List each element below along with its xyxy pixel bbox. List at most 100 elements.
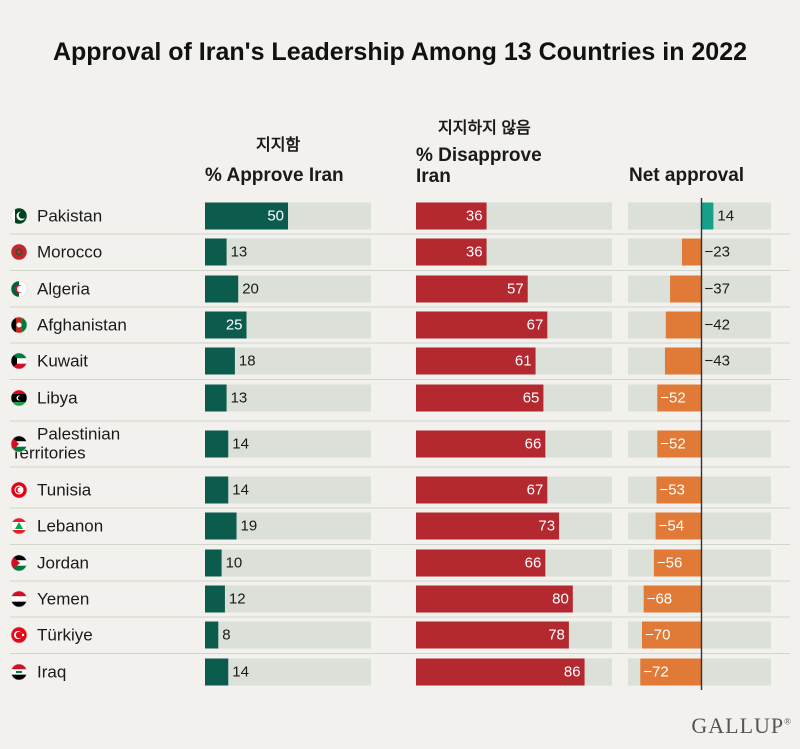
row-tunisia: Tunisia 14 67 −53 (37, 476, 771, 504)
net-bar (657, 430, 702, 458)
flag-libya-icon (10, 389, 28, 407)
country-label: Kuwait (37, 352, 88, 371)
approve-bar (205, 658, 229, 686)
net-header: Net approval (629, 165, 745, 186)
flag-palestine-icon (10, 435, 28, 453)
disapprove-bar (416, 549, 546, 577)
disapprove-bar (416, 430, 546, 458)
disapprove-label: 73 (538, 518, 555, 535)
net-track (628, 202, 771, 230)
disapprove-label: 66 (525, 436, 542, 453)
net-bar (665, 311, 702, 339)
net-bar (653, 549, 702, 577)
country-label: Iraq (37, 663, 66, 682)
disapprove-label: 66 (525, 555, 542, 572)
net-label: −23 (705, 244, 730, 261)
approve-label: 14 (232, 436, 249, 453)
country-label: Morocco (37, 243, 102, 262)
net-label: −42 (705, 317, 730, 334)
approve-bar (205, 311, 247, 339)
disapprove-bar (416, 275, 528, 303)
disapprove-bar (416, 512, 560, 540)
net-bar (643, 585, 702, 613)
net-label: −72 (643, 664, 668, 681)
disapprove-bar (416, 202, 487, 230)
net-label: −70 (645, 627, 670, 644)
flag-algeria-icon (10, 280, 28, 298)
approve-bar (205, 202, 288, 230)
chart-title: Approval of Iran's Leadership Among 13 C… (52, 38, 748, 66)
disapprove-label: 78 (548, 627, 565, 644)
disapprove-label: 86 (564, 664, 581, 681)
approve-track (205, 658, 371, 686)
approve-bar (205, 430, 229, 458)
disapprove-bar (416, 621, 569, 649)
flag-pakistan-icon (10, 207, 28, 225)
approve-label: 18 (239, 353, 256, 370)
approve-track (205, 238, 371, 266)
net-label: −56 (657, 555, 682, 572)
disapprove-bar (416, 585, 573, 613)
net-bar (670, 275, 702, 303)
approve-label: 13 (231, 390, 248, 407)
approve-bar (205, 585, 225, 613)
net-label: −52 (660, 436, 685, 453)
country-label: Pakistan (37, 207, 102, 226)
country-label: Lebanon (37, 517, 103, 536)
flag-lebanon-icon (10, 517, 28, 535)
disapprove-bar (416, 311, 548, 339)
flag-turkiye-icon (10, 626, 28, 644)
row-jordan: Jordan 10 66 −56 (37, 549, 771, 577)
disapprove-bar (416, 347, 536, 375)
approve-label: 13 (231, 244, 248, 261)
row-afghanistan: Afghanistan 25 67 −42 (37, 311, 771, 339)
country-label: Libya (37, 389, 78, 408)
approve-label: 10 (226, 555, 243, 572)
disapprove-header-line1: % Disapprove (416, 145, 542, 166)
country-label: Territories (11, 444, 86, 463)
flag-tunisia-icon (10, 481, 28, 499)
disapprove-label: 65 (523, 390, 540, 407)
row-algeria: Algeria 20 57 −37 (37, 275, 771, 303)
net-bar (681, 238, 702, 266)
disapprove-korean-header: 지지하지 않음 (438, 120, 531, 137)
row-lebanon: Lebanon 19 73 −54 (37, 512, 771, 540)
approve-bar (205, 512, 237, 540)
flag-morocco-icon (10, 243, 28, 261)
disapprove-label: 36 (466, 244, 483, 261)
disapprove-bar (416, 476, 548, 504)
disapprove-label: 36 (466, 208, 483, 225)
approve-label: 14 (232, 482, 249, 499)
disapprove-bar (416, 658, 585, 686)
row-pakistan: Pakistan 50 36 14 (37, 202, 771, 230)
disapprove-bar (416, 384, 544, 412)
disapprove-label: 67 (527, 317, 544, 334)
approve-label: 14 (232, 664, 249, 681)
disapprove-label: 57 (507, 281, 524, 298)
net-label: −37 (705, 281, 730, 298)
approve-label: 25 (226, 317, 243, 334)
approve-label: 50 (267, 208, 284, 225)
flag-iraq-icon (10, 663, 28, 681)
row-libya: Libya 13 65 −52 (37, 384, 771, 412)
approve-label: 20 (242, 281, 259, 298)
country-label: Türkiye (37, 626, 93, 645)
country-label: Algeria (37, 280, 90, 299)
approve-bar (205, 384, 227, 412)
approve-label: 19 (241, 518, 258, 535)
disapprove-label: 61 (515, 353, 532, 370)
row-morocco: Morocco 13 36 −23 (37, 238, 771, 266)
disapprove-label: 80 (552, 591, 569, 608)
net-label: −68 (647, 591, 672, 608)
net-label: −53 (659, 482, 684, 499)
net-bar (664, 347, 702, 375)
disapprove-label: 67 (527, 482, 544, 499)
net-bar (657, 384, 702, 412)
gallup-logo: GALLUP® (691, 713, 792, 738)
row-yemen: Yemen 12 80 −68 (37, 585, 771, 613)
net-bar (701, 202, 714, 230)
country-label: Jordan (37, 554, 89, 573)
net-bar (656, 476, 702, 504)
